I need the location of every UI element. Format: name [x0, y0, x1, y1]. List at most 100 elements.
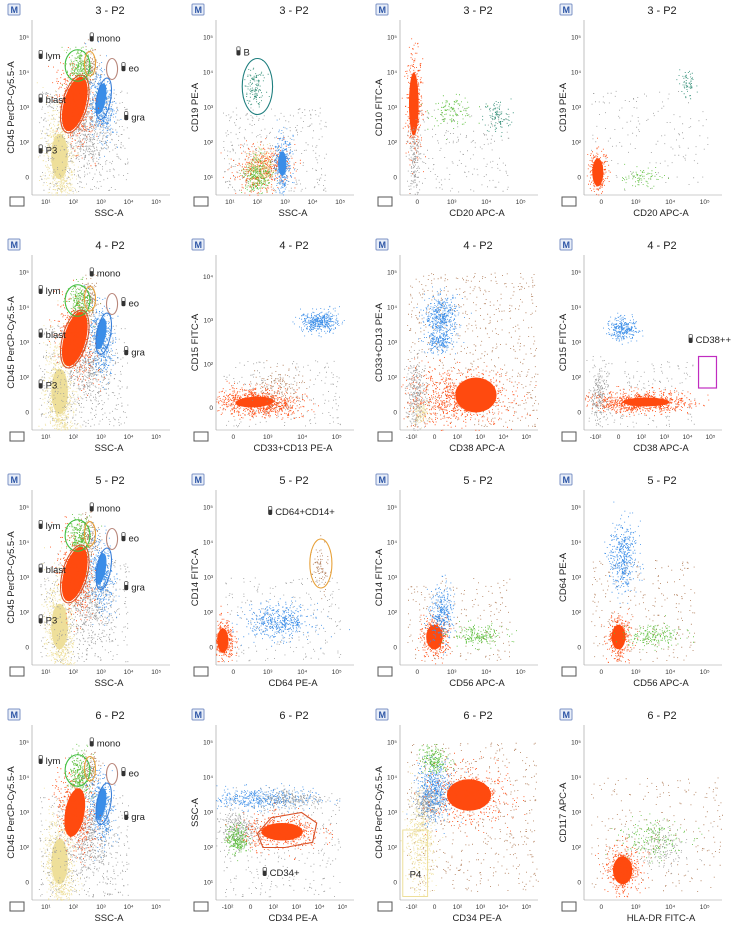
- m-badge-icon[interactable]: M: [559, 473, 573, 486]
- y-axis-label: CD19 PE-A: [190, 82, 201, 132]
- gate-gra-label[interactable]: gra: [124, 811, 146, 823]
- x-tick-label: 10⁵: [151, 434, 161, 441]
- m-badge-icon[interactable]: M: [559, 708, 573, 721]
- x-tick-label: 10¹: [41, 434, 51, 441]
- svg-text:M: M: [11, 5, 19, 15]
- gate-lym-label[interactable]: lym: [38, 50, 61, 62]
- gate-lym-label[interactable]: lym: [38, 755, 61, 767]
- m-badge-icon[interactable]: M: [7, 473, 21, 486]
- gate-blast-label[interactable]: blast: [38, 328, 66, 341]
- x-tick-label: 0: [231, 434, 235, 441]
- plot-frame-button-icon[interactable]: [377, 196, 393, 207]
- plot-frame-button-icon[interactable]: [377, 901, 393, 912]
- gate-cd34-label[interactable]: CD34+: [262, 867, 300, 879]
- gate-gra[interactable]: [93, 547, 114, 591]
- plot-frame-button-icon[interactable]: [9, 901, 25, 912]
- x-tick-label: 10⁴: [665, 669, 675, 676]
- x-axis-label: SSC-A: [94, 913, 124, 924]
- gate-cd64cd14[interactable]: [309, 538, 333, 589]
- m-badge-icon[interactable]: M: [7, 708, 21, 721]
- gate-b[interactable]: [241, 57, 274, 116]
- svg-text:M: M: [563, 5, 571, 15]
- gate-blast[interactable]: [55, 542, 94, 606]
- gate-b-label[interactable]: B: [236, 46, 250, 59]
- scatter-plot: lym mono eo blast gra P3: [38, 267, 146, 431]
- gate-lym-label[interactable]: lym: [38, 285, 61, 297]
- gate-blast[interactable]: [55, 72, 94, 136]
- gate-mono-label[interactable]: mono: [89, 737, 121, 750]
- gate-eo[interactable]: [105, 292, 119, 316]
- plot-frame-button-icon[interactable]: [9, 431, 25, 442]
- x-tick-label: 0: [599, 904, 603, 911]
- m-badge-icon[interactable]: M: [7, 3, 21, 16]
- plot-frame-button-icon[interactable]: [9, 666, 25, 677]
- plot-frame-button-icon[interactable]: [561, 666, 577, 677]
- gate-gra[interactable]: [93, 782, 114, 826]
- gate-mono-label[interactable]: mono: [89, 502, 121, 515]
- gate-blast[interactable]: [55, 307, 94, 371]
- plot-frame-button-icon[interactable]: [377, 431, 393, 442]
- gate-cd38pp-label[interactable]: CD38++: [688, 334, 732, 346]
- gate-mono[interactable]: [83, 285, 97, 312]
- y-tick-label: 10⁴: [19, 540, 29, 547]
- gate-blast-label[interactable]: blast: [38, 563, 66, 576]
- m-badge-icon[interactable]: M: [191, 3, 205, 16]
- gate-mono[interactable]: [83, 520, 97, 547]
- m-badge-icon[interactable]: M: [375, 3, 389, 16]
- gate-cd34[interactable]: [256, 811, 318, 849]
- plot-frame-button-icon[interactable]: [377, 666, 393, 677]
- gate-p3-label[interactable]: P3: [38, 379, 58, 392]
- gate-mono[interactable]: [83, 755, 97, 782]
- m-badge-icon[interactable]: M: [191, 238, 205, 251]
- gate-mono-label[interactable]: mono: [89, 32, 121, 45]
- gate-eo[interactable]: [105, 527, 119, 551]
- gate-gra-label[interactable]: gra: [124, 111, 146, 123]
- m-badge-icon[interactable]: M: [559, 238, 573, 251]
- gate-eo-label[interactable]: eo: [121, 767, 139, 779]
- plot-frame-button-icon[interactable]: [561, 196, 577, 207]
- y-tick-label: 10²: [572, 375, 582, 382]
- scatter-plot: lym mono eo gra: [38, 737, 146, 901]
- plot-frame-button-icon[interactable]: [193, 666, 209, 677]
- m-badge-icon[interactable]: M: [375, 473, 389, 486]
- gate-gra[interactable]: [93, 77, 114, 121]
- y-tick-label: 0: [25, 645, 29, 652]
- m-badge-icon[interactable]: M: [191, 473, 205, 486]
- y-tick-label: 10⁵: [571, 505, 581, 512]
- gate-eo-label[interactable]: eo: [121, 297, 139, 309]
- gate-gra-label[interactable]: gra: [124, 346, 146, 358]
- m-badge-icon[interactable]: M: [375, 708, 389, 721]
- gate-lym[interactable]: [64, 754, 91, 787]
- gate-lym[interactable]: [64, 49, 91, 82]
- gate-p4[interactable]: [402, 829, 429, 897]
- m-badge-icon[interactable]: M: [559, 3, 573, 16]
- gate-p3-label[interactable]: P3: [38, 144, 58, 157]
- plot-frame-button-icon[interactable]: [9, 196, 25, 207]
- plot-frame-button-icon[interactable]: [193, 431, 209, 442]
- x-axis-label: CD64 PE-A: [268, 678, 318, 689]
- gate-eo-label[interactable]: eo: [121, 532, 139, 544]
- m-badge-icon[interactable]: M: [375, 238, 389, 251]
- gate-eo[interactable]: [105, 57, 119, 81]
- gate-cd64cd14-label[interactable]: CD64+CD14+: [268, 506, 335, 518]
- plot-frame-button-icon[interactable]: [193, 196, 209, 207]
- gate-p3-label[interactable]: P3: [38, 614, 58, 627]
- y-axis-label: SSC-A: [190, 797, 201, 827]
- plot-frame-button-icon[interactable]: [561, 431, 577, 442]
- gate-eo[interactable]: [105, 762, 119, 786]
- gate-blast-label[interactable]: blast: [38, 93, 66, 106]
- gate-lym[interactable]: [64, 519, 91, 552]
- gate-gra[interactable]: [93, 312, 114, 356]
- gate-lym-label[interactable]: lym: [38, 520, 61, 532]
- gate-lym[interactable]: [64, 284, 91, 317]
- gate-cd38pp[interactable]: [697, 355, 718, 389]
- m-badge-icon[interactable]: M: [7, 238, 21, 251]
- plot-frame-button-icon[interactable]: [561, 901, 577, 912]
- m-badge-icon[interactable]: M: [191, 708, 205, 721]
- gate-eo-label[interactable]: eo: [121, 62, 139, 74]
- plot-frame-button-icon[interactable]: [193, 901, 209, 912]
- x-tick-label: 10³: [447, 669, 457, 676]
- gate-gra-label[interactable]: gra: [124, 581, 146, 593]
- gate-mono[interactable]: [83, 50, 97, 77]
- gate-mono-label[interactable]: mono: [89, 267, 121, 280]
